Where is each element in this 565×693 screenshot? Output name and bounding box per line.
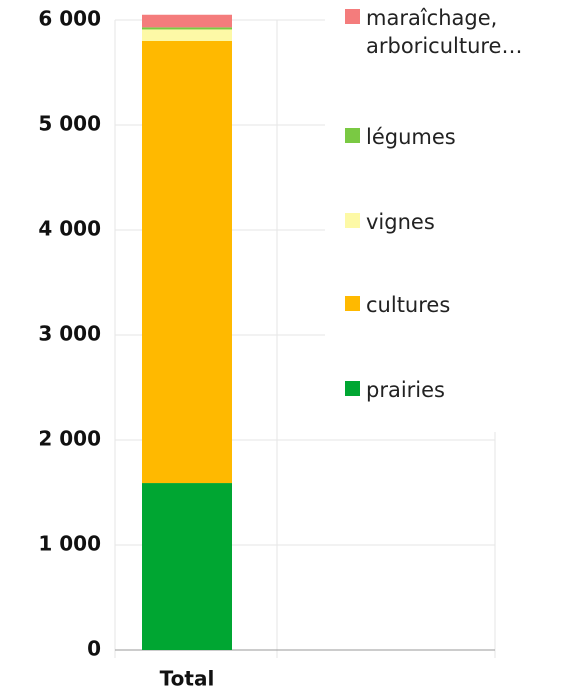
legend-item: cultures (345, 291, 555, 319)
legend-item: vignes (345, 208, 555, 236)
y-tick-label: 2 000 (38, 427, 101, 451)
y-tick-label: 4 000 (38, 217, 101, 241)
y-tick-label: 0 (87, 637, 101, 661)
bar-segment (142, 41, 232, 484)
bar-segment (142, 27, 232, 30)
legend-item: maraîchage, arboriculture… (345, 4, 555, 60)
bar-segment (142, 29, 232, 41)
y-tick-label: 5 000 (38, 112, 101, 136)
y-tick-label: 3 000 (38, 322, 101, 346)
x-tick-label: Total (160, 667, 215, 691)
legend-swatch (345, 9, 360, 24)
legend-item: prairies (345, 376, 555, 404)
legend-item: légumes (345, 123, 555, 151)
y-tick-label: 6 000 (38, 7, 101, 31)
legend-label: prairies (366, 378, 445, 402)
bar-segment (142, 14, 232, 28)
legend-bg (325, 0, 565, 432)
legend-swatch (345, 381, 360, 396)
legend-swatch (345, 213, 360, 228)
legend-label: vignes (366, 210, 435, 234)
y-tick-label: 1 000 (38, 532, 101, 556)
legend-label: cultures (366, 293, 451, 317)
legend-label: maraîchage, arboriculture… (366, 6, 523, 58)
legend-label: légumes (366, 125, 456, 149)
legend-swatch (345, 128, 360, 143)
legend-swatch (345, 296, 360, 311)
bar-segment (142, 483, 232, 650)
